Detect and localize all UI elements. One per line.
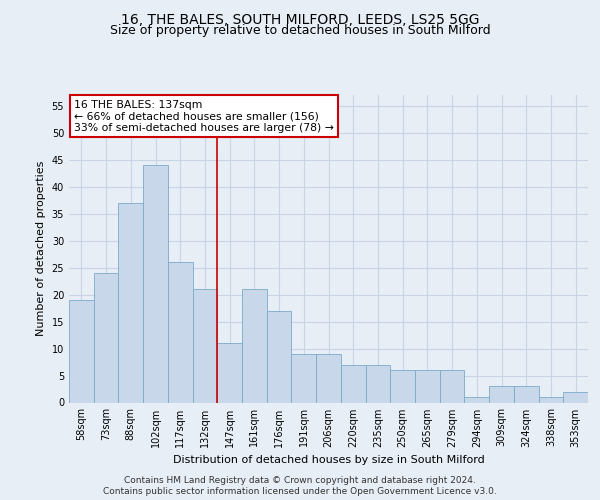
Bar <box>94 273 118 402</box>
Bar <box>292 354 316 403</box>
Bar <box>415 370 440 402</box>
Bar <box>267 311 292 402</box>
Text: 16, THE BALES, SOUTH MILFORD, LEEDS, LS25 5GG: 16, THE BALES, SOUTH MILFORD, LEEDS, LS2… <box>121 12 479 26</box>
Bar <box>341 364 365 403</box>
Bar <box>563 392 588 402</box>
Bar <box>242 289 267 403</box>
Y-axis label: Number of detached properties: Number of detached properties <box>36 161 46 336</box>
Bar <box>193 289 217 403</box>
Bar <box>539 397 563 402</box>
Bar <box>514 386 539 402</box>
Bar <box>143 165 168 402</box>
Bar <box>440 370 464 402</box>
Bar <box>464 397 489 402</box>
Bar <box>316 354 341 403</box>
Text: Contains public sector information licensed under the Open Government Licence v3: Contains public sector information licen… <box>103 487 497 496</box>
Bar <box>390 370 415 402</box>
Text: Size of property relative to detached houses in South Milford: Size of property relative to detached ho… <box>110 24 490 37</box>
Bar <box>217 343 242 402</box>
X-axis label: Distribution of detached houses by size in South Milford: Distribution of detached houses by size … <box>173 455 484 465</box>
Text: 16 THE BALES: 137sqm
← 66% of detached houses are smaller (156)
33% of semi-deta: 16 THE BALES: 137sqm ← 66% of detached h… <box>74 100 334 133</box>
Text: Contains HM Land Registry data © Crown copyright and database right 2024.: Contains HM Land Registry data © Crown c… <box>124 476 476 485</box>
Bar <box>168 262 193 402</box>
Bar <box>118 203 143 402</box>
Bar <box>69 300 94 402</box>
Bar <box>489 386 514 402</box>
Bar <box>365 364 390 403</box>
